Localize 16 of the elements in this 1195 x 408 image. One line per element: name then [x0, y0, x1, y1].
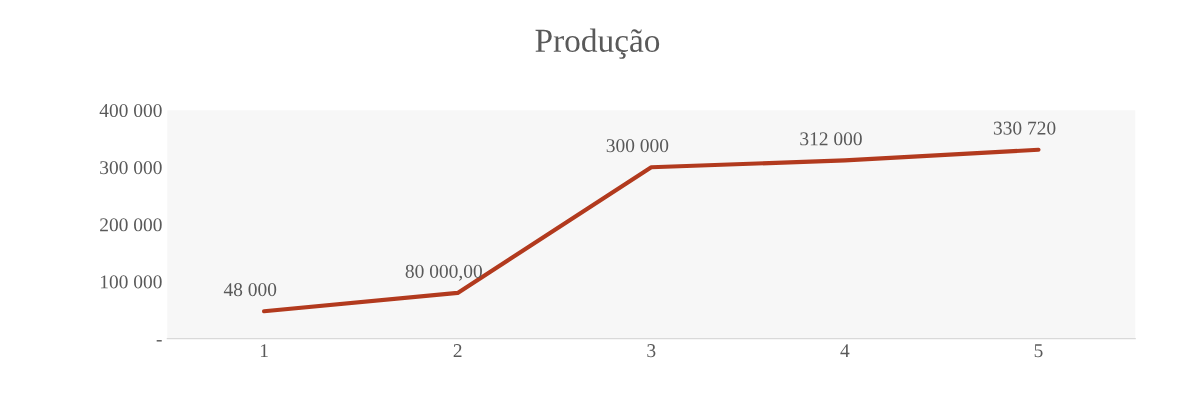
data-label: 48 000	[223, 283, 277, 297]
data-label: 330 720	[993, 121, 1056, 135]
data-label: 300 000	[606, 139, 669, 153]
x-tick-label: 2	[453, 344, 462, 357]
y-tick-label: -	[156, 340, 162, 342]
y-tick-label: 200 000	[100, 218, 162, 232]
x-tick-label: 3	[647, 344, 656, 358]
x-tick-label: 5	[1034, 344, 1043, 358]
y-tick-label: 300 000	[100, 161, 162, 175]
y-tick-label: 100 000	[100, 275, 162, 289]
chart-title: Produção	[535, 28, 660, 59]
data-label: 312 000	[800, 132, 862, 146]
x-tick-label: 1	[260, 344, 268, 357]
data-label: 80 000,00	[405, 264, 482, 281]
x-tick-label: 4	[840, 344, 850, 357]
y-tick-label: 400 000	[99, 103, 162, 118]
